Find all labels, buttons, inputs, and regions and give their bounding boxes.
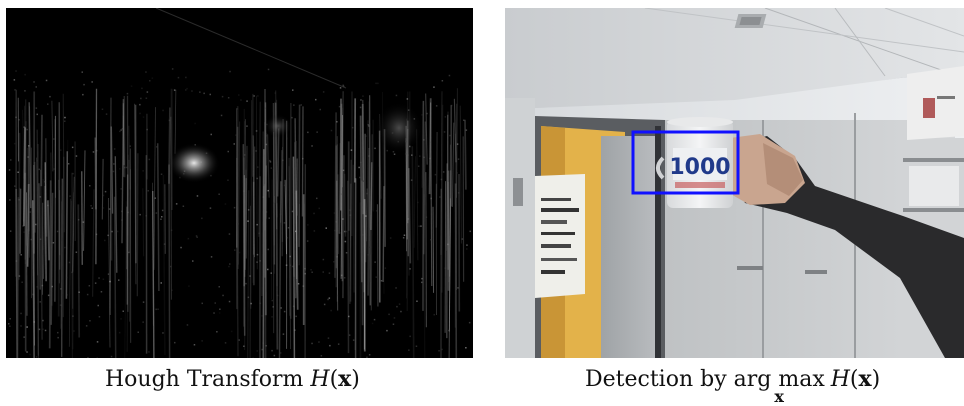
cabinet-handle [737,266,763,270]
poster [535,174,585,298]
mug-print: 1000 [669,155,730,180]
right-caption-open-paren: ( [850,367,859,392]
left-caption-func: H [310,367,329,392]
wall-switch [513,178,523,206]
left-caption: Hough Transform H(x) [105,366,360,392]
hough-transform-map [6,8,473,358]
hough-transform-image [6,8,473,358]
argmax-subscript: x [774,387,784,406]
hough-peak [168,143,220,183]
left-caption-var: x [338,366,351,392]
left-caption-prefix: Hough Transform [105,367,303,392]
left-caption-close-paren: ) [351,367,360,392]
open-door [601,136,655,358]
left-caption-open-paren: ( [330,367,339,392]
right-caption-func: H [831,367,850,392]
shelf-box [909,166,959,206]
right-caption-var: x [859,366,872,392]
right-caption-close-paren: ) [872,367,881,392]
detection-scene: 1000 [505,8,964,358]
right-caption-prefix: Detection by [585,367,727,392]
detection-image: 1000 [505,8,964,358]
cardboard-box [907,66,964,140]
